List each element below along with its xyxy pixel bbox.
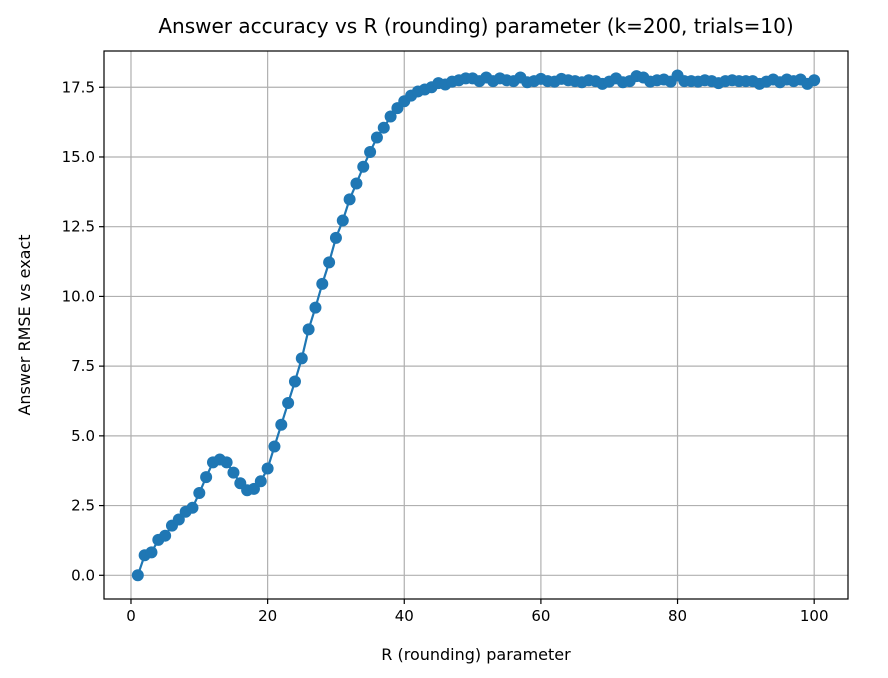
data-point xyxy=(343,193,356,206)
data-point xyxy=(329,231,342,244)
data-point xyxy=(336,214,349,227)
y-tick-label: 2.5 xyxy=(71,497,95,515)
y-tick-label: 10.0 xyxy=(62,287,95,305)
data-point xyxy=(261,462,274,475)
data-point xyxy=(323,256,336,269)
x-tick-label: 20 xyxy=(258,607,277,625)
data-point xyxy=(282,396,295,409)
data-point xyxy=(268,440,281,453)
data-point xyxy=(186,501,199,514)
data-point xyxy=(145,546,158,559)
data-point xyxy=(159,529,172,542)
data-point xyxy=(377,121,390,134)
data-point xyxy=(200,471,213,484)
y-axis-label: Answer RMSE vs exact xyxy=(15,234,34,415)
data-point xyxy=(254,475,267,488)
data-point xyxy=(364,145,377,158)
y-tick-label: 12.5 xyxy=(62,218,95,236)
x-tick-label: 40 xyxy=(395,607,414,625)
data-point xyxy=(370,131,383,144)
data-point xyxy=(275,418,288,431)
data-point xyxy=(172,513,185,526)
data-point xyxy=(316,277,329,290)
grid xyxy=(104,51,848,599)
axis-ticks: 0 20 40 60 80 100 0.0 2.5 5.0 7.5 10.0 12.5 15.0 17.5 xyxy=(62,78,829,625)
data-point xyxy=(309,301,322,314)
data-point xyxy=(288,375,301,388)
x-axis-label: R (rounding) parameter xyxy=(381,645,571,664)
data-point xyxy=(350,177,363,190)
y-tick-label: 15.0 xyxy=(62,148,95,166)
data-series xyxy=(131,69,821,582)
plot-frame xyxy=(103,50,849,600)
chart-title: Answer accuracy vs R (rounding) paramete… xyxy=(158,14,793,38)
series-layer xyxy=(131,69,821,582)
y-tick-label: 0.0 xyxy=(71,566,95,584)
x-tick-label: 100 xyxy=(800,607,829,625)
data-point xyxy=(302,323,315,336)
x-tick-label: 0 xyxy=(126,607,136,625)
data-point xyxy=(227,466,240,479)
data-point xyxy=(220,456,233,469)
y-tick-label: 17.5 xyxy=(62,78,95,96)
y-tick-label: 5.0 xyxy=(71,427,95,445)
data-point xyxy=(808,74,821,87)
data-point xyxy=(384,110,397,123)
data-point xyxy=(131,569,144,582)
data-point xyxy=(193,487,206,500)
x-tick-label: 60 xyxy=(531,607,550,625)
data-point xyxy=(295,352,308,365)
y-tick-label: 7.5 xyxy=(71,357,95,375)
x-tick-label: 80 xyxy=(668,607,687,625)
data-point xyxy=(357,160,370,173)
